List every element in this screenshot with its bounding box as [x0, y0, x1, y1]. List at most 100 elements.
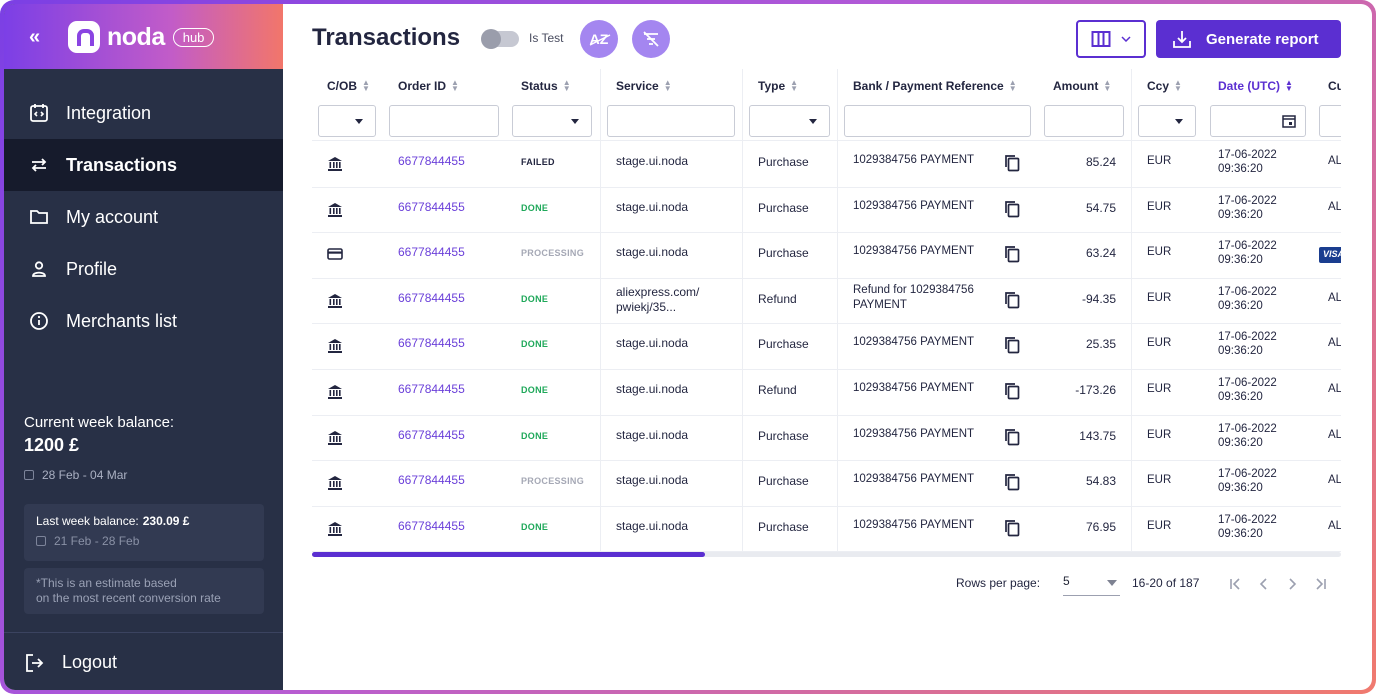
sidebar-item-label: Profile — [66, 258, 118, 279]
cu-cell: AL — [1328, 291, 1341, 304]
ccy-cell: EUR — [1147, 155, 1172, 167]
reference-cell: 1029384756 PAYMENT — [853, 382, 975, 394]
column-header-service[interactable]: Service ▲ ▼ — [616, 79, 672, 94]
date-cell: 17-06-2022 09:36:20 — [1218, 148, 1277, 176]
order-id-link[interactable]: 6677844455 — [398, 290, 465, 305]
order-id-link[interactable]: 6677844455 — [398, 154, 465, 168]
copy-icon[interactable] — [1004, 200, 1020, 221]
copy-icon[interactable] — [1004, 519, 1020, 540]
last-week-range-text: 21 Feb - 28 Feb — [54, 534, 140, 548]
copy-icon[interactable] — [1004, 473, 1020, 494]
column-header-order-id[interactable]: Order ID ▲ ▼ — [398, 79, 459, 94]
order-id-link[interactable]: 6677844455 — [398, 336, 465, 351]
sidebar-item-merchants-list[interactable]: Merchants list — [4, 295, 283, 347]
sidebar-item-integration[interactable]: Integration — [4, 87, 283, 139]
table-row[interactable]: 6677844455 DONE stage.ui.noda Purchase 10293… — [312, 507, 1341, 552]
table-row[interactable]: 6677844455 DONE stage.ui.noda Purchase 10293… — [312, 416, 1341, 462]
table-row[interactable]: 6677844455 DONE stage.ui.noda Purchase 10293… — [312, 188, 1341, 234]
last-page-icon[interactable] — [1312, 576, 1328, 592]
rows-per-page-label: Rows per page: — [956, 576, 1041, 590]
rows-per-page-value: 5 — [1063, 574, 1070, 588]
status-filter-select[interactable] — [512, 105, 592, 137]
collapse-sidebar-icon[interactable]: « — [29, 26, 41, 48]
copy-icon[interactable] — [1004, 245, 1020, 266]
column-header-ccy[interactable]: Ccy ▲ ▼ — [1147, 79, 1182, 94]
order-id-link[interactable]: 6677844455 — [398, 382, 465, 396]
reference-filter-input[interactable] — [844, 105, 1031, 137]
order-id-link[interactable]: 6677844455 — [398, 473, 465, 488]
sidebar-item-transactions[interactable]: Transactions — [4, 139, 283, 191]
last-week-balance: Last week balance: 230.09 £ 21 Feb - 28 F… — [24, 504, 264, 561]
service-cell: stage.ui.noda — [616, 199, 689, 214]
calendar-icon — [36, 536, 46, 546]
transactions-table: C/OB ▲ ▼ Order ID ▲ ▼ Status ▲ ▼ Service ▲ ▼ Typ… — [312, 69, 1341, 552]
date-filter-input[interactable] — [1210, 105, 1306, 137]
sidebar-item-profile[interactable]: Profile — [4, 243, 283, 295]
order-id-link[interactable]: 6677844455 — [398, 427, 465, 442]
copy-icon[interactable] — [1004, 428, 1020, 449]
sidebar-item-my-account[interactable]: My account — [4, 191, 283, 243]
scrollbar-thumb[interactable] — [312, 552, 705, 557]
order-id-link[interactable]: 6677844455 — [398, 245, 465, 260]
table-row[interactable]: 6677844455 PROCESSING stage.ui.noda Purchas… — [312, 233, 1341, 279]
first-page-icon[interactable] — [1228, 576, 1244, 592]
bank-icon — [327, 293, 343, 312]
columns-button[interactable] — [1076, 20, 1146, 58]
column-divider — [837, 69, 838, 552]
order-id-link[interactable]: 6677844455 — [398, 199, 465, 214]
type-filter-select[interactable] — [749, 105, 830, 137]
logo-badge: hub — [172, 27, 215, 47]
next-page-icon[interactable] — [1284, 576, 1300, 592]
estimate-line-1: *This is an estimate based — [36, 576, 177, 590]
cob-filter-select[interactable] — [318, 105, 376, 137]
column-header-amount[interactable]: Amount ▲ ▼ — [1053, 79, 1111, 94]
column-header-cu[interactable]: Cu — [1328, 79, 1341, 93]
table-row[interactable]: 6677844455 FAILED stage.ui.noda Purchase 102… — [312, 142, 1341, 188]
amount-cell: 54.75 — [1085, 200, 1116, 215]
table-row[interactable]: 6677844455 DONE aliexpress.com/pwiekj/35..… — [312, 279, 1341, 325]
sidebar-item-label: Integration — [66, 102, 152, 123]
reference-cell: 1029384756 PAYMENT — [853, 427, 975, 440]
column-header-bank-reference[interactable]: Bank / Payment Reference ▲ ▼ — [853, 79, 1017, 94]
column-header-label: Cu — [1328, 79, 1341, 93]
table-row[interactable]: 6677844455 PROCESSING stage.ui.noda Purchas… — [312, 461, 1341, 507]
copy-icon[interactable] — [1004, 291, 1020, 312]
date-line: 17-06-2022 — [1218, 149, 1277, 161]
clear-filter-button[interactable] — [632, 20, 670, 58]
column-header-type[interactable]: Type ▲ ▼ — [758, 79, 798, 94]
copy-icon[interactable] — [1004, 336, 1020, 357]
service-filter-input[interactable] — [607, 105, 735, 137]
is-test-toggle[interactable] — [481, 29, 519, 49]
column-header-status[interactable]: Status ▲ ▼ — [521, 78, 571, 94]
status-badge: PROCESSING — [521, 248, 585, 259]
column-header-date[interactable]: Date (UTC) ▲ ▼ — [1218, 79, 1293, 94]
order-id-filter-input[interactable] — [389, 105, 499, 137]
balance-value: 1200 £ — [24, 435, 80, 455]
sort-icon: ▲ ▼ — [562, 78, 571, 93]
copy-icon[interactable] — [1004, 382, 1020, 403]
generate-report-button[interactable]: Generate report — [1156, 20, 1341, 58]
horizontal-scrollbar[interactable] — [312, 552, 1341, 557]
table-row[interactable]: 6677844455 DONE stage.ui.noda Purchase 10293… — [312, 324, 1341, 370]
calendar-icon[interactable] — [1282, 114, 1296, 128]
reference-cell: 1029384756 PAYMENT — [853, 199, 975, 212]
cu-filter-input[interactable] — [1319, 105, 1341, 137]
table-row[interactable]: 6677844455 DONE stage.ui.noda Refund 1029384… — [312, 370, 1341, 416]
date-line: 17-06-2022 — [1218, 331, 1277, 344]
folder-icon — [28, 206, 50, 228]
order-id-link[interactable]: 6677844455 — [398, 518, 465, 533]
ccy-filter-select[interactable] — [1138, 105, 1196, 137]
amount-filter-input[interactable] — [1044, 105, 1124, 137]
previous-page-icon[interactable] — [1256, 576, 1272, 592]
sort-az-button[interactable]: AZ — [580, 20, 618, 58]
logout-button[interactable]: Logout — [4, 632, 283, 690]
copy-icon[interactable] — [1004, 154, 1020, 175]
status-badge: DONE — [521, 293, 549, 304]
column-header-cob[interactable]: C/OB ▲ ▼ — [327, 79, 370, 94]
rows-per-page-select[interactable]: 5 — [1063, 574, 1120, 596]
balance-label: Current week balance: — [24, 414, 175, 431]
column-divider — [600, 69, 601, 552]
time-line: 09:36:20 — [1218, 254, 1263, 267]
logo-mark-icon — [68, 21, 100, 53]
